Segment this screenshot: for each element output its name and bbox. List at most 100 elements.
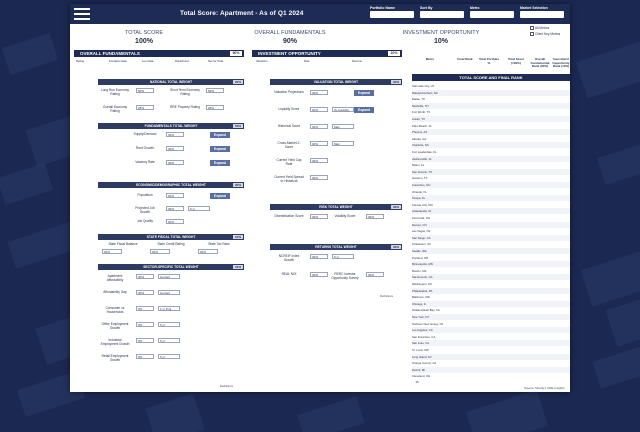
table-row[interactable]: Columbus, OH16 xyxy=(412,182,570,193)
valuation-item-0-expand-button[interactable]: Expand xyxy=(354,90,374,96)
sector-item-4-input[interactable]: 0% xyxy=(136,338,154,343)
real-noi-input[interactable]: 30% xyxy=(310,272,328,277)
returns-weight-weight[interactable]: 33% xyxy=(391,245,401,249)
fundamentals-item-1-expand-button[interactable]: Expand xyxy=(210,146,230,152)
table-row[interactable]: Baltimore, MD33 xyxy=(412,294,570,305)
valuation-item-4-input[interactable]: 30% xyxy=(310,158,328,163)
table-row[interactable]: Chicago, IL34 xyxy=(412,300,570,312)
sector-item-1-select[interactable]: Current xyxy=(158,290,180,295)
table-row[interactable]: Philadelphia, PA32 xyxy=(412,287,570,299)
table-row[interactable]: Seattle, WA26 xyxy=(412,248,570,259)
state-fiscal-input[interactable]: 30% xyxy=(102,249,122,254)
table-row[interactable]: San Antonio, TX14 xyxy=(412,168,570,180)
table-row[interactable]: Charlotte, NC10 xyxy=(412,142,570,153)
sector-item-5-select[interactable]: 5 yr xyxy=(158,354,180,359)
valuation-item-5-input[interactable]: 30% xyxy=(310,175,328,180)
fundamentals-item-2-expand-button[interactable]: Expand xyxy=(210,160,230,166)
sector-item-3-select[interactable]: 5 yr xyxy=(158,322,180,327)
sector-item-4-select[interactable]: 5 yr xyxy=(158,338,180,343)
table-row[interactable]: Austin, TX6 xyxy=(412,116,570,127)
table-row[interactable]: Tampa, FL18 xyxy=(412,195,570,206)
valuation-item-1-input[interactable]: 30% xyxy=(310,107,328,112)
table-row[interactable]: Cincinnati, OH21 xyxy=(412,215,570,226)
table-row[interactable]: Indianapolis, IN20 xyxy=(412,208,570,219)
table-row[interactable]: Sacramento, CA30 xyxy=(412,274,570,285)
table-row[interactable]: Boston, MA29 xyxy=(412,267,570,279)
table-row[interactable]: Las Vegas, NV23 xyxy=(412,228,570,239)
table-row[interactable]: Northern New Jersey, NJ37 xyxy=(412,320,570,332)
valuation-item-3-input[interactable]: 30% xyxy=(310,141,328,146)
sector-weight-weight[interactable]: 10% xyxy=(233,265,243,269)
ncreif-select[interactable]: 5 yr xyxy=(332,254,354,259)
investment-weight[interactable]: 10% xyxy=(388,51,400,56)
investment-definitions-link[interactable]: Definitions xyxy=(380,294,394,298)
portfolio-dropdown[interactable] xyxy=(370,11,414,18)
table-row[interactable]: New York, NY36 xyxy=(412,314,570,325)
table-row[interactable]: Orlando, FL17 xyxy=(412,188,570,200)
table-row[interactable]: Long Island, NY42 xyxy=(412,353,570,365)
table-row[interactable]: Fort Worth, TX5 xyxy=(412,109,570,120)
table-row[interactable]: Nashville, TN4 xyxy=(412,102,570,114)
national-weight-weight[interactable]: 20% xyxy=(233,80,243,84)
diversification-input[interactable]: 30% xyxy=(310,214,328,219)
long-run-economy-input[interactable]: 50% xyxy=(136,88,154,93)
table-row[interactable]: Cleveland, OH 45 xyxy=(412,373,570,384)
short-term-economy-input[interactable]: 50% xyxy=(206,88,224,93)
state-fiscal-input[interactable]: 30% xyxy=(198,249,218,254)
fundamentals-definitions-link[interactable]: Definitions xyxy=(220,384,234,388)
filter-sort-by[interactable]: Sort By xyxy=(420,6,464,22)
sector-item-1-input[interactable]: 30% xyxy=(136,290,154,295)
econ-weight-weight[interactable]: 20% xyxy=(233,183,243,187)
fundamentals-item-0-expand-button[interactable]: Expand xyxy=(210,132,230,138)
overall-economy-input[interactable]: 25% xyxy=(136,105,154,110)
table-row[interactable]: Kansas City, MO19 xyxy=(412,201,570,213)
checkbox-client-key-metros[interactable]: Client Key Metros xyxy=(530,32,560,37)
valuation-item-2-select[interactable]: Max xyxy=(332,124,354,129)
fundamentals-item-1-input[interactable]: 30% xyxy=(166,146,184,151)
sector-item-5-input[interactable]: 0% xyxy=(136,354,154,359)
econ-item-0-expand-button[interactable]: Expand xyxy=(210,193,230,199)
table-row[interactable]: Detroit, MI44 xyxy=(412,366,570,378)
valuation-weight-weight[interactable]: 33% xyxy=(391,80,401,84)
sector-item-0-select[interactable]: Current xyxy=(158,274,180,279)
table-row[interactable]: Charleston, SC25 xyxy=(412,241,570,252)
hamburger-menu-icon[interactable] xyxy=(74,8,90,20)
rerc-survey-input[interactable]: 30% xyxy=(366,272,384,277)
table-row[interactable]: Fort Lauderdale, FL11 xyxy=(412,149,570,160)
filter-market-selection[interactable]: Market Selection xyxy=(520,6,564,22)
market-dropdown[interactable] xyxy=(520,11,564,18)
fundamentals-total-weight[interactable]: 50% xyxy=(233,124,243,128)
fundamentals-item-0-input[interactable]: 30% xyxy=(166,132,184,137)
table-row[interactable]: St. Louis, MO41 xyxy=(412,347,570,358)
table-row[interactable]: Jacksonville, FL12 xyxy=(412,155,570,167)
table-row[interactable]: Denver, CO22 xyxy=(412,221,570,233)
valuation-item-1-expand-button[interactable]: Expand xyxy=(354,107,374,113)
table-row[interactable]: San Jose, CA40 xyxy=(412,340,570,351)
table-row[interactable]: Miami, FL13 xyxy=(412,162,570,173)
econ-item-2-input[interactable]: 30% xyxy=(166,219,184,224)
econ-item-1-input[interactable]: 30% xyxy=(166,206,184,211)
table-row[interactable]: Houston, TX15 xyxy=(412,175,570,186)
table-row[interactable]: Salt Lake City, UT1 xyxy=(412,83,570,94)
checkbox-all-metros[interactable]: All Metros xyxy=(530,26,549,31)
sector-item-2-select[interactable]: 1 yr Proj xyxy=(158,306,180,311)
table-row[interactable]: Los Angeles, CA38 xyxy=(412,327,570,338)
table-row[interactable]: Oakland-East Bay, CA35 xyxy=(412,307,570,318)
table-row[interactable]: Dallas, TX3 xyxy=(412,96,570,107)
econ-item-0-input[interactable]: 30% xyxy=(166,193,184,198)
sector-item-3-input[interactable]: 0% xyxy=(136,322,154,327)
volatility-input[interactable]: 30% xyxy=(366,214,384,219)
risk-weight-weight[interactable]: 33% xyxy=(391,205,401,209)
table-row[interactable]: Palm Beach, FL7 xyxy=(412,122,570,134)
table-row[interactable]: Minneapolis, MN28 xyxy=(412,261,570,272)
metro-dropdown[interactable] xyxy=(470,11,514,18)
filter-metro[interactable]: Metro xyxy=(470,6,514,22)
fundamentals-item-2-input[interactable]: 30% xyxy=(166,160,184,165)
valuation-item-0-input[interactable]: 30% xyxy=(310,90,328,95)
state-fiscal-weight[interactable]: 10% xyxy=(233,235,243,239)
valuation-item-1-select[interactable]: 3y Liquidity xyxy=(332,107,354,112)
table-row[interactable]: Portland, OR27 xyxy=(412,254,570,266)
sector-item-2-input[interactable]: 0% xyxy=(136,306,154,311)
table-row[interactable]: Orange County, CA43 xyxy=(412,360,570,371)
table-row[interactable]: San Francisco, CA39 xyxy=(412,333,570,345)
